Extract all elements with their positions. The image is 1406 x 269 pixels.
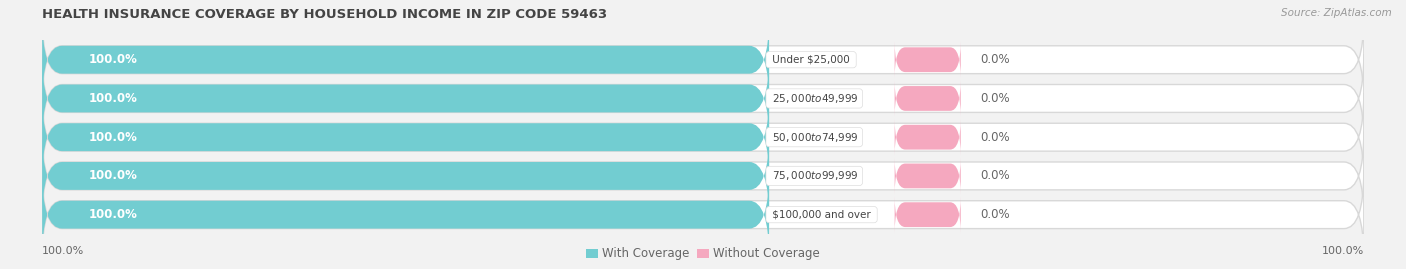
Text: 0.0%: 0.0%	[980, 169, 1010, 182]
Text: 0.0%: 0.0%	[980, 208, 1010, 221]
Text: Under $25,000: Under $25,000	[769, 55, 853, 65]
Text: 100.0%: 100.0%	[89, 53, 138, 66]
FancyBboxPatch shape	[42, 54, 769, 143]
FancyBboxPatch shape	[42, 132, 769, 220]
Text: 100.0%: 100.0%	[89, 208, 138, 221]
FancyBboxPatch shape	[42, 93, 769, 181]
Text: 0.0%: 0.0%	[980, 92, 1010, 105]
Text: $100,000 and over: $100,000 and over	[769, 210, 875, 220]
FancyBboxPatch shape	[42, 16, 769, 104]
Legend: With Coverage, Without Coverage: With Coverage, Without Coverage	[586, 247, 820, 260]
FancyBboxPatch shape	[894, 196, 960, 233]
Text: 100.0%: 100.0%	[42, 246, 84, 256]
FancyBboxPatch shape	[42, 54, 1364, 143]
FancyBboxPatch shape	[42, 16, 1364, 104]
Text: 100.0%: 100.0%	[89, 131, 138, 144]
Text: 100.0%: 100.0%	[1322, 246, 1364, 256]
FancyBboxPatch shape	[42, 171, 769, 259]
Text: HEALTH INSURANCE COVERAGE BY HOUSEHOLD INCOME IN ZIP CODE 59463: HEALTH INSURANCE COVERAGE BY HOUSEHOLD I…	[42, 8, 607, 21]
Text: 0.0%: 0.0%	[980, 131, 1010, 144]
Text: $25,000 to $49,999: $25,000 to $49,999	[769, 92, 859, 105]
Text: $75,000 to $99,999: $75,000 to $99,999	[769, 169, 859, 182]
FancyBboxPatch shape	[894, 80, 960, 117]
Text: 100.0%: 100.0%	[89, 92, 138, 105]
Text: 0.0%: 0.0%	[980, 53, 1010, 66]
FancyBboxPatch shape	[42, 132, 1364, 220]
FancyBboxPatch shape	[42, 93, 1364, 181]
Text: Source: ZipAtlas.com: Source: ZipAtlas.com	[1281, 8, 1392, 18]
FancyBboxPatch shape	[894, 119, 960, 156]
FancyBboxPatch shape	[894, 157, 960, 194]
Text: $50,000 to $74,999: $50,000 to $74,999	[769, 131, 859, 144]
FancyBboxPatch shape	[42, 171, 1364, 259]
Text: 100.0%: 100.0%	[89, 169, 138, 182]
FancyBboxPatch shape	[894, 41, 960, 78]
